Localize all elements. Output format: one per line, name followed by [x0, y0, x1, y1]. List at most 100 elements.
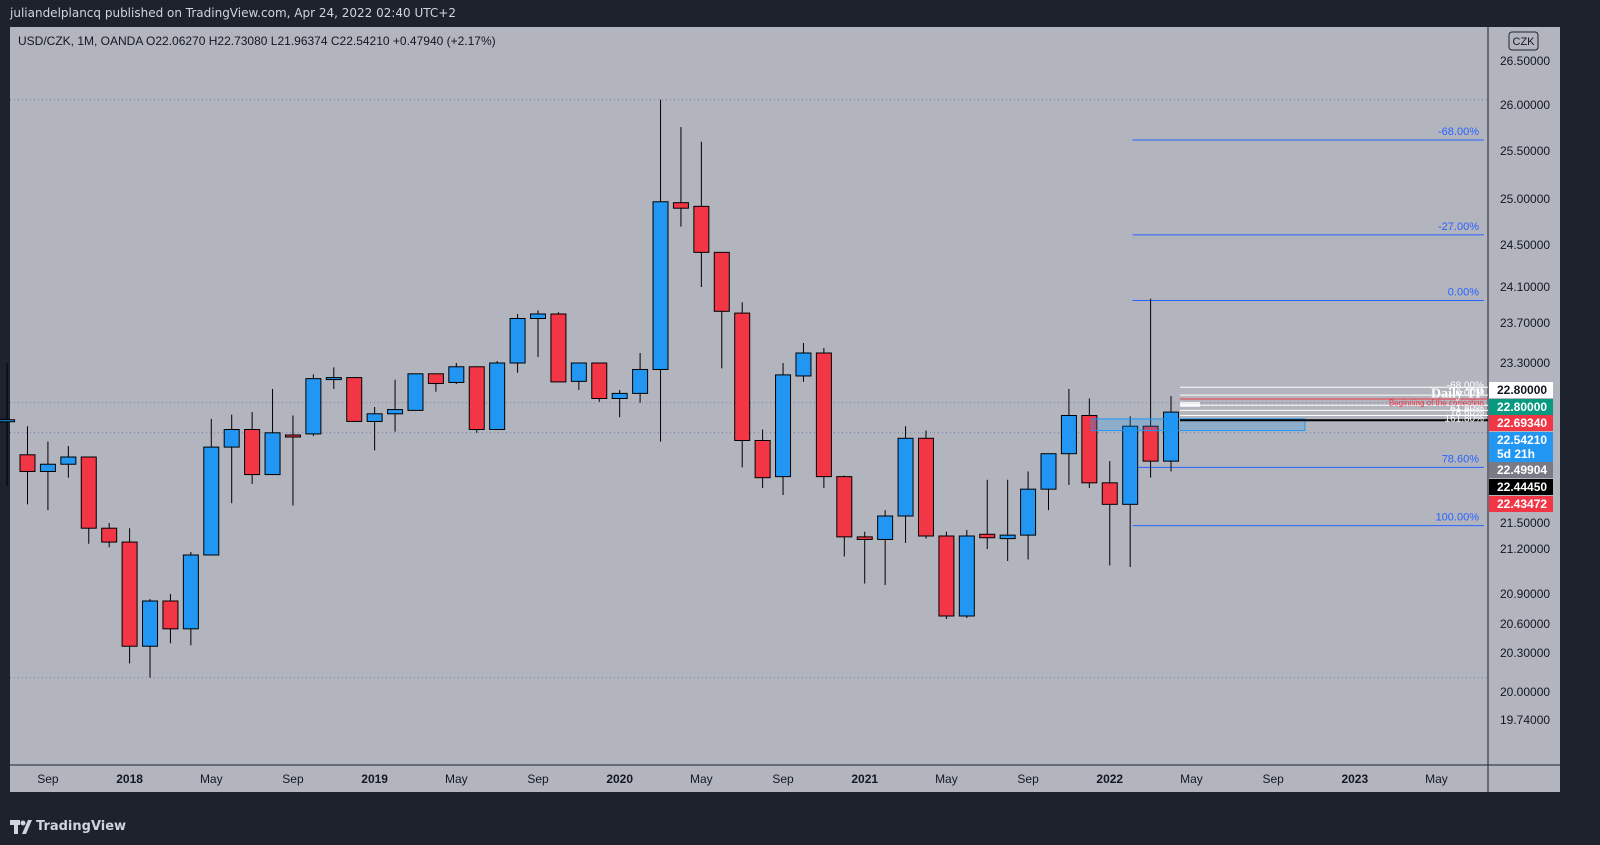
candle[interactable]	[1122, 416, 1139, 567]
candle[interactable]	[142, 599, 159, 678]
candle[interactable]	[591, 362, 608, 402]
candle-body[interactable]	[611, 392, 628, 399]
candle[interactable]	[652, 99, 669, 442]
candle-body[interactable]	[325, 377, 342, 381]
candle[interactable]	[897, 426, 914, 543]
candle-body[interactable]	[979, 533, 996, 539]
candle-body[interactable]	[366, 413, 383, 422]
candle[interactable]	[0, 363, 16, 486]
time-axis-bg[interactable]	[10, 765, 1560, 792]
price-label-tag[interactable]: 22.44450	[1489, 479, 1553, 495]
candle-body[interactable]	[489, 362, 506, 430]
candle-body[interactable]	[856, 536, 873, 540]
candle-body[interactable]	[713, 251, 730, 312]
candle[interactable]	[979, 479, 996, 549]
candle-body[interactable]	[754, 440, 771, 479]
candle-body[interactable]	[203, 446, 220, 556]
candle-body[interactable]	[448, 366, 465, 383]
candle-body[interactable]	[1101, 482, 1118, 505]
candle-body[interactable]	[999, 534, 1016, 540]
candle-body[interactable]	[244, 429, 261, 476]
candle-body[interactable]	[264, 432, 281, 476]
candle-body[interactable]	[305, 378, 322, 435]
candle[interactable]	[611, 390, 628, 418]
candle[interactable]	[244, 412, 261, 484]
candle-body[interactable]	[897, 437, 914, 517]
candle[interactable]	[182, 552, 199, 646]
candle[interactable]	[754, 429, 771, 489]
candle[interactable]	[530, 310, 546, 357]
price-chart[interactable]: -68.00% -27.00% 0.00% 78.60% 100.00% Daily T…	[0, 27, 1600, 809]
candle-body[interactable]	[550, 313, 567, 383]
candle-body[interactable]	[1081, 415, 1098, 484]
candle[interactable]	[284, 415, 301, 506]
candle[interactable]	[203, 418, 220, 556]
candle-body[interactable]	[530, 313, 546, 319]
candle-body[interactable]	[570, 362, 587, 382]
price-label-tag[interactable]: 22.43472	[1489, 496, 1553, 512]
candle[interactable]	[672, 127, 689, 227]
candle-body[interactable]	[0, 419, 16, 423]
candle-body[interactable]	[775, 374, 792, 478]
candle-body[interactable]	[1060, 415, 1077, 455]
candle-body[interactable]	[101, 527, 118, 543]
candle[interactable]	[366, 407, 383, 451]
candle[interactable]	[775, 363, 792, 495]
candle[interactable]	[387, 379, 404, 432]
candle-body[interactable]	[734, 312, 751, 442]
candle[interactable]	[1163, 395, 1180, 472]
candle[interactable]	[427, 373, 444, 392]
candle[interactable]	[632, 353, 649, 403]
candle-body[interactable]	[815, 352, 832, 478]
candle[interactable]	[570, 362, 587, 390]
candle[interactable]	[489, 361, 506, 430]
tradingview-logo-icon[interactable]	[10, 818, 32, 836]
candle[interactable]	[39, 441, 56, 511]
candle[interactable]	[264, 388, 281, 476]
candle[interactable]	[325, 367, 342, 389]
price-label-tag[interactable]: 22.54210	[1489, 432, 1553, 448]
tradingview-brand[interactable]: TradingView	[36, 819, 127, 834]
candle-body[interactable]	[1163, 411, 1180, 462]
candle[interactable]	[80, 456, 97, 544]
candle-body[interactable]	[1122, 425, 1139, 505]
candle[interactable]	[305, 374, 322, 437]
candle[interactable]	[917, 430, 934, 539]
symbol-legend[interactable]: USD/CZK, 1M, OANDA O22.06270 H22.73080 L…	[18, 34, 496, 48]
candle[interactable]	[877, 510, 894, 585]
candle[interactable]	[223, 414, 240, 504]
candle-body[interactable]	[877, 515, 894, 540]
candle-body[interactable]	[917, 437, 934, 537]
candle[interactable]	[958, 529, 975, 618]
candle[interactable]	[1060, 388, 1077, 485]
candle[interactable]	[1142, 298, 1159, 478]
candle[interactable]	[19, 426, 36, 505]
candle[interactable]	[815, 348, 832, 488]
candle-body[interactable]	[938, 535, 955, 617]
candle[interactable]	[1020, 471, 1037, 560]
candle[interactable]	[836, 475, 853, 557]
candle[interactable]	[1081, 398, 1098, 489]
candle[interactable]	[407, 373, 424, 411]
candle-body[interactable]	[509, 318, 526, 364]
candle-body[interactable]	[142, 600, 159, 647]
candle-body[interactable]	[284, 434, 301, 438]
candle-body[interactable]	[39, 463, 56, 472]
demand-zone-box[interactable]	[1091, 418, 1306, 432]
candle[interactable]	[693, 141, 710, 287]
candle[interactable]	[162, 594, 179, 644]
candle-body[interactable]	[182, 554, 199, 630]
candle[interactable]	[856, 531, 873, 584]
price-label-tag[interactable]: 22.80000	[1489, 382, 1553, 398]
candle-body[interactable]	[387, 409, 404, 415]
candle-body[interactable]	[468, 366, 485, 430]
price-label-tag[interactable]: 22.69340	[1489, 415, 1553, 431]
candle[interactable]	[60, 446, 77, 478]
candle-body[interactable]	[591, 362, 608, 399]
price-label-tag[interactable]: 5d 21h	[1489, 446, 1553, 462]
candle-body[interactable]	[652, 201, 669, 370]
candle-body[interactable]	[1040, 453, 1057, 490]
candle-body[interactable]	[19, 454, 36, 472]
candle[interactable]	[734, 302, 751, 468]
price-label-tag[interactable]: 22.49904	[1489, 462, 1553, 478]
